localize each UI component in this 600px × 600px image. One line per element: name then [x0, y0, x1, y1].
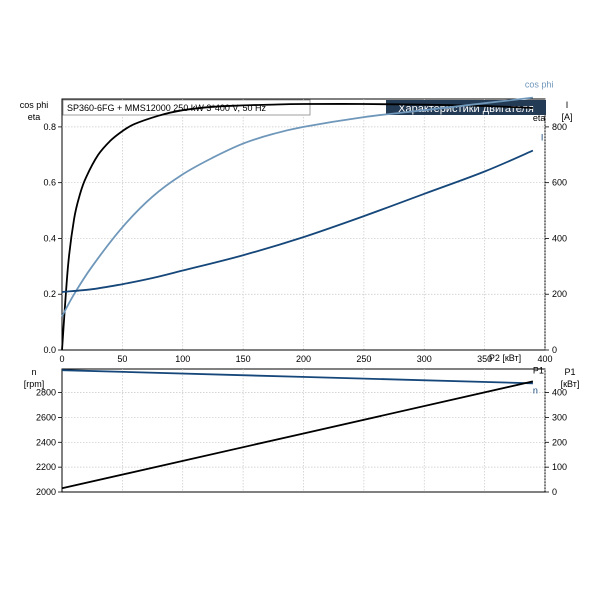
right-axis-label-i: I	[566, 100, 569, 110]
series-line-n	[61, 369, 533, 385]
lower-right-axis-label-kw: [кВт]	[561, 379, 580, 389]
right-tick-label: 0	[552, 345, 557, 355]
header-info-box	[62, 99, 311, 116]
x-tick-label: 100	[175, 354, 190, 364]
series-label-cos-phi: cos phi	[525, 80, 554, 90]
left-tick-label: 2000	[36, 487, 56, 497]
lower-grid	[62, 369, 546, 492]
x-tick-label: 150	[236, 354, 251, 364]
left-tick-label: 0.8	[43, 122, 56, 132]
series-label-eta: eta	[533, 113, 546, 123]
left-tick-label: 0.6	[43, 178, 56, 188]
x-tick-label: 50	[117, 354, 127, 364]
right-tick-label: 300	[552, 412, 567, 422]
lower-left-axis-label-rpm: [rpm]	[24, 379, 45, 389]
series-label-p1: P1	[533, 365, 544, 375]
left-tick-label: 0.2	[43, 289, 56, 299]
right-tick-label: 0	[552, 487, 557, 497]
left-tick-label: 2800	[36, 388, 56, 398]
upper-plot-area	[61, 98, 546, 351]
series-line-i	[61, 149, 534, 293]
series-line-p1	[61, 380, 534, 490]
left-tick-label: 2400	[36, 437, 56, 447]
lower-left-axis-label-n: n	[31, 367, 36, 377]
right-tick-label: 400	[552, 233, 567, 243]
x-tick-label: 350	[477, 354, 492, 364]
x-tick-label: 400	[537, 354, 552, 364]
series-line-eta	[61, 103, 533, 351]
upper-series: eta cos phi I	[61, 80, 554, 351]
left-axis-label-cosphi: cos phi	[20, 100, 49, 110]
x-tick-label: 0	[59, 354, 64, 364]
series-label-n: n	[533, 385, 538, 395]
right-tick-label: 100	[552, 462, 567, 472]
left-tick-label: 2600	[36, 412, 56, 422]
right-tick-label: 800	[552, 122, 567, 132]
right-tick-label: 200	[552, 289, 567, 299]
series-label-i: I	[541, 133, 544, 143]
left-tick-label: 0.4	[43, 233, 56, 243]
right-axis-label-a: [A]	[561, 112, 572, 122]
x-tick-label: 300	[417, 354, 432, 364]
right-tick-label: 200	[552, 437, 567, 447]
x-axis-label: P2 [кВт]	[489, 353, 521, 363]
lower-right-axis-label-p1: P1	[564, 367, 575, 377]
right-tick-label: 600	[552, 178, 567, 188]
x-tick-label: 200	[296, 354, 311, 364]
series-line-cos-phi	[61, 96, 534, 317]
lower-tick-labels: 2000 2200 2400 2600 2800 0 100 200 300 400	[36, 388, 567, 497]
upper-tick-labels: 0 50 100 150 200 250 300 350 400 0.0 0.2 0.4 0.6 0.8 0…	[43, 122, 567, 364]
lower-series: n P1	[61, 365, 544, 490]
right-tick-label: 400	[552, 388, 567, 398]
left-tick-label: 2200	[36, 462, 56, 472]
header-info: SP360-6FG + MMS12000 250 kW 3*400 V, 50 …	[67, 103, 267, 113]
x-tick-label: 250	[356, 354, 371, 364]
left-axis-label-eta: eta	[28, 112, 41, 122]
left-tick-label: 0.0	[43, 345, 56, 355]
